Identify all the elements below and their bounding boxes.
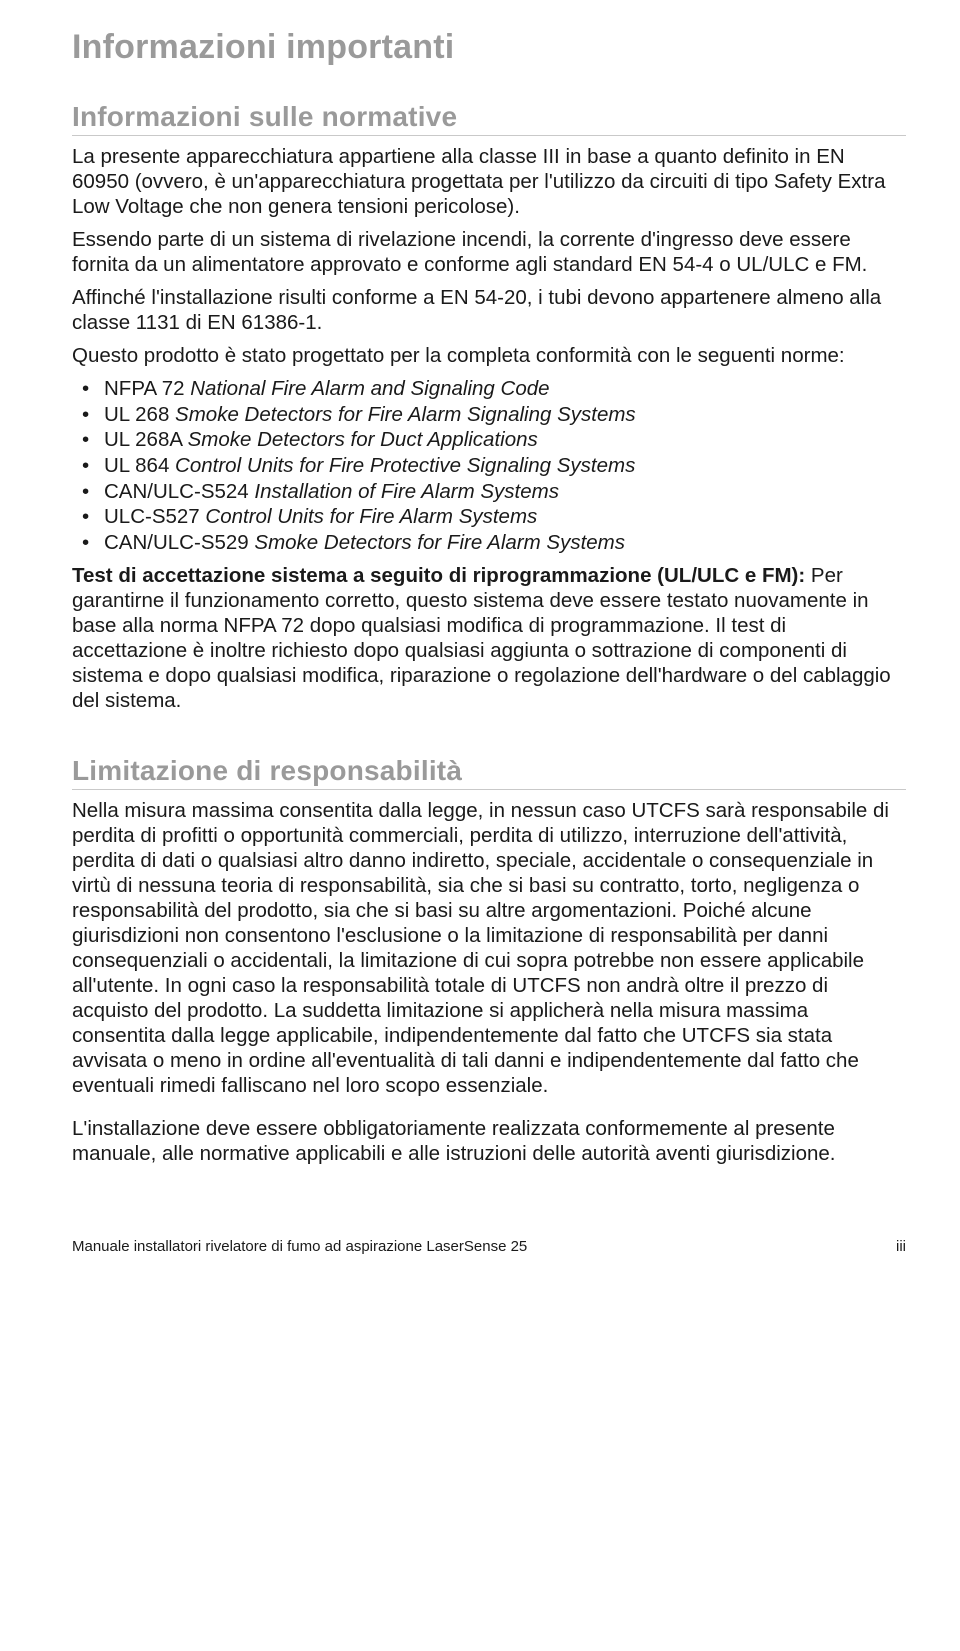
standards-list-item: ULC-S527 Control Units for Fire Alarm Sy…	[72, 504, 906, 530]
standards-list-item: CAN/ULC-S529 Smoke Detectors for Fire Al…	[72, 530, 906, 556]
standard-title: Smoke Detectors for Fire Alarm Systems	[254, 531, 625, 554]
standard-title: Control Units for Fire Alarm Systems	[205, 505, 537, 528]
standard-code: CAN/ULC-S524	[104, 480, 254, 503]
normative-p5-lead: Test di accettazione sistema a seguito d…	[72, 564, 805, 587]
standard-code: CAN/ULC-S529	[104, 531, 254, 554]
standard-code: ULC-S527	[104, 505, 205, 528]
footer-page-number: iii	[896, 1238, 906, 1255]
standards-list-item: UL 268A Smoke Detectors for Duct Applica…	[72, 427, 906, 453]
standard-code: UL 268	[104, 403, 175, 426]
normative-p2: Essendo parte di un sistema di rivelazio…	[72, 227, 906, 277]
liability-p2: L'installazione deve essere obbligatoria…	[72, 1116, 906, 1166]
section-heading-normative: Informazioni sulle normative	[72, 101, 906, 136]
standards-list-item: CAN/ULC-S524 Installation of Fire Alarm …	[72, 479, 906, 505]
normative-p4: Questo prodotto è stato progettato per l…	[72, 343, 906, 368]
standard-code: UL 864	[104, 454, 175, 477]
standards-list: NFPA 72 National Fire Alarm and Signalin…	[72, 376, 906, 555]
standard-title: Smoke Detectors for Fire Alarm Signaling…	[175, 403, 636, 426]
page-footer: Manuale installatori rivelatore di fumo …	[72, 1238, 906, 1255]
normative-p5: Test di accettazione sistema a seguito d…	[72, 563, 906, 713]
standard-code: UL 268A	[104, 428, 188, 451]
standards-list-item: UL 864 Control Units for Fire Protective…	[72, 453, 906, 479]
section-liability: Limitazione di responsabilità Nella misu…	[72, 755, 906, 1166]
page-title: Informazioni importanti	[72, 28, 906, 67]
standard-title: National Fire Alarm and Signaling Code	[190, 377, 549, 400]
section-heading-liability: Limitazione di responsabilità	[72, 755, 906, 790]
liability-p1: Nella misura massima consentita dalla le…	[72, 798, 906, 1098]
standard-title: Smoke Detectors for Duct Applications	[188, 428, 538, 451]
normative-p3: Affinché l'installazione risulti conform…	[72, 285, 906, 335]
standard-title: Control Units for Fire Protective Signal…	[175, 454, 635, 477]
standards-list-item: NFPA 72 National Fire Alarm and Signalin…	[72, 376, 906, 402]
standards-list-item: UL 268 Smoke Detectors for Fire Alarm Si…	[72, 402, 906, 428]
footer-doc-title: Manuale installatori rivelatore di fumo …	[72, 1238, 527, 1255]
normative-p1: La presente apparecchiatura appartiene a…	[72, 144, 906, 219]
standard-code: NFPA 72	[104, 377, 190, 400]
section-normative: Informazioni sulle normative La presente…	[72, 101, 906, 713]
standard-title: Installation of Fire Alarm Systems	[254, 480, 559, 503]
